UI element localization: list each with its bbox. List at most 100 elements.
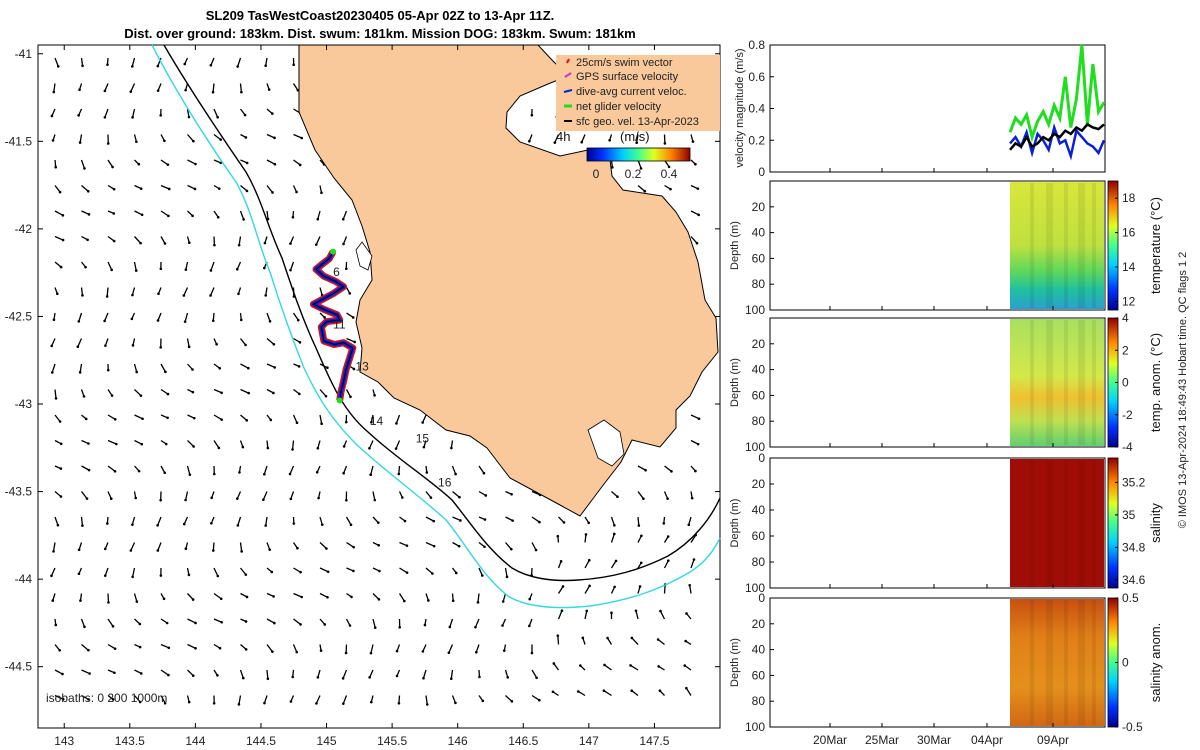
current-arrow: [292, 312, 299, 321]
current-arrow-head: [614, 559, 618, 563]
current-arrow-head: [59, 467, 63, 470]
current-arrow: [187, 593, 194, 601]
current-arrow: [372, 491, 376, 501]
current-arrow-head: [262, 498, 265, 502]
current-arrow-head: [164, 370, 167, 374]
current-arrow-head: [107, 601, 110, 604]
current-arrow-head: [162, 597, 166, 601]
track-end-marker: [336, 397, 343, 404]
current-arrow: [157, 542, 162, 551]
current-arrow: [690, 559, 695, 569]
current-arrow-head: [61, 672, 64, 676]
current-arrow: [557, 586, 564, 594]
colorbar-tick-label: 2: [1122, 343, 1129, 357]
day-label: 6: [333, 265, 340, 279]
current-arrow: [160, 210, 169, 217]
current-arrow-head: [183, 320, 187, 323]
day-label: 14: [370, 414, 384, 428]
current-arrow-head: [326, 595, 329, 599]
current-arrow-head: [378, 569, 381, 573]
current-arrow: [425, 491, 432, 499]
current-arrow-head: [629, 664, 632, 667]
current-arrow: [319, 516, 323, 525]
current-arrow-head: [373, 626, 377, 629]
current-arrow-head: [295, 190, 298, 194]
section-streak: [1078, 320, 1085, 445]
map-y-ticks: -41 -41.5 -42 -42.5 -43 -43.5 -44 -44.5: [5, 47, 720, 674]
current-arrow-head: [163, 242, 167, 245]
current-arrow-head: [182, 294, 186, 297]
current-arrow: [293, 592, 302, 598]
current-arrow-head: [215, 342, 218, 346]
depth-tick-label: 80: [752, 694, 766, 708]
map-y-tick-label: -44.5: [5, 660, 33, 674]
credit-text: © IMOS 13-Apr-2024 18:49:43 Hobart time.…: [1177, 252, 1189, 529]
day-label: 13: [355, 360, 369, 374]
current-arrow: [160, 388, 169, 395]
current-arrow-head: [156, 89, 160, 92]
current-arrow-head: [326, 570, 330, 574]
current-arrow-head: [320, 523, 324, 526]
current-arrow-head: [266, 677, 270, 681]
current-arrow-head: [505, 575, 509, 579]
current-arrow-head: [670, 470, 673, 473]
section-streak: [1078, 600, 1085, 725]
map-y-tick-label: -41: [15, 47, 33, 61]
current-arrow-head: [106, 63, 109, 66]
current-arrow: [631, 637, 639, 645]
current-arrow-head: [448, 625, 452, 629]
current-arrow-head: [218, 646, 222, 650]
current-arrow: [185, 261, 189, 270]
current-arrow-head: [272, 342, 276, 346]
current-arrow-head: [188, 473, 192, 476]
current-arrow-head: [54, 397, 58, 400]
current-arrow-head: [271, 191, 274, 194]
current-arrow: [187, 159, 196, 165]
current-arrow-head: [131, 575, 134, 579]
current-arrow-head: [268, 548, 272, 551]
current-arrow-head: [159, 346, 163, 349]
current-arrow: [425, 695, 428, 705]
current-arrow-head: [316, 447, 320, 450]
current-arrow: [478, 490, 487, 497]
current-arrow-head: [423, 623, 427, 627]
macquarie-harbour: [355, 241, 373, 271]
current-arrow: [54, 669, 63, 675]
current-arrow-head: [663, 142, 667, 145]
colorbar-tick-label: -0.5: [1122, 720, 1143, 734]
current-arrow: [187, 643, 196, 649]
current-arrow-head: [538, 698, 541, 702]
current-arrow-head: [167, 646, 171, 650]
current-arrow: [210, 57, 215, 66]
current-arrow-head: [103, 574, 107, 577]
legend-item-2: dive-avg current veloc.: [576, 86, 687, 98]
current-arrow: [266, 133, 275, 139]
current-arrow-head: [613, 585, 616, 589]
current-arrow: [81, 210, 90, 215]
current-arrow: [132, 567, 136, 577]
current-arrow: [319, 567, 329, 573]
current-arrow-head: [341, 677, 345, 680]
current-arrow-head: [135, 140, 138, 144]
current-arrow: [448, 644, 454, 653]
current-arrow-head: [696, 442, 700, 446]
current-arrow-head: [212, 472, 216, 476]
current-arrow-head: [237, 703, 241, 706]
current-arrow-head: [630, 689, 634, 692]
current-arrow-head: [510, 700, 514, 703]
current-arrow: [54, 185, 61, 193]
current-arrow-head: [324, 394, 328, 398]
current-arrow: [213, 133, 222, 141]
current-arrow-head: [216, 574, 220, 578]
current-arrow: [160, 236, 166, 244]
map-y-tick-label: -43.5: [5, 485, 33, 499]
current-arrow-head: [640, 534, 643, 538]
current-arrow-head: [450, 446, 453, 450]
current-arrow: [557, 635, 560, 645]
current-arrow-head: [110, 268, 113, 272]
current-arrow-head: [352, 367, 356, 371]
current-arrow-head: [323, 316, 326, 319]
current-arrow-head: [138, 645, 142, 649]
current-arrow: [80, 287, 84, 296]
current-arrow: [51, 338, 56, 347]
